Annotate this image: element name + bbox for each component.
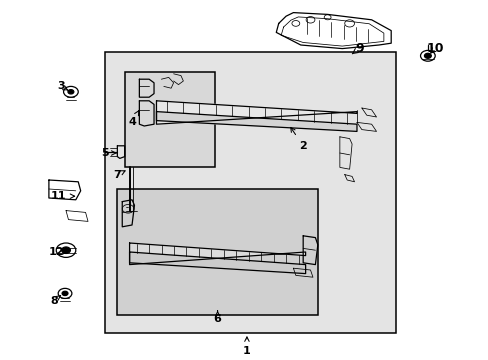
Text: 5: 5 <box>101 148 116 158</box>
Polygon shape <box>156 112 356 131</box>
Polygon shape <box>129 252 305 274</box>
Circle shape <box>58 288 72 298</box>
Text: 1: 1 <box>243 337 250 356</box>
Circle shape <box>63 86 78 97</box>
Circle shape <box>56 243 76 257</box>
Text: 11: 11 <box>51 191 75 201</box>
Text: 3: 3 <box>57 81 68 91</box>
Circle shape <box>424 53 430 58</box>
Text: 2: 2 <box>290 127 306 151</box>
Circle shape <box>420 50 434 61</box>
Text: 7: 7 <box>113 170 125 180</box>
Text: 8: 8 <box>50 296 61 306</box>
Text: 10: 10 <box>426 42 443 55</box>
Polygon shape <box>156 101 356 124</box>
Text: 6: 6 <box>213 311 221 324</box>
Text: 4: 4 <box>128 111 139 127</box>
Bar <box>105 52 395 333</box>
Text: 9: 9 <box>351 42 363 55</box>
Polygon shape <box>129 243 305 265</box>
Circle shape <box>61 247 70 253</box>
Bar <box>124 72 215 167</box>
Text: 12: 12 <box>48 247 67 257</box>
Circle shape <box>62 291 68 296</box>
Bar <box>117 189 317 315</box>
Circle shape <box>68 90 74 94</box>
